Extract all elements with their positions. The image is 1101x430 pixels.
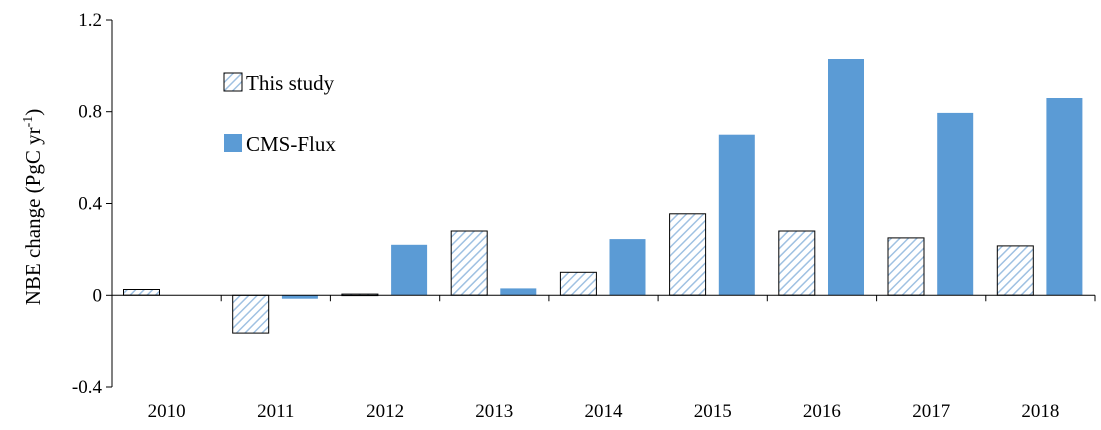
bar-cms-flux-2013	[500, 288, 537, 296]
y-tick-label: 0.8	[78, 102, 102, 123]
bar-this-study-2011	[232, 294, 270, 334]
x-tick-label: 2014	[585, 401, 624, 422]
legend-label-cms-flux: CMS-Flux	[246, 132, 336, 156]
y-axis-title: NBE change (PgC yr-1)	[21, 109, 45, 306]
bar-cms-flux-2018	[1046, 98, 1083, 296]
bar-this-study-2010	[123, 289, 160, 296]
y-ticks: -0.4 0 0.4 0.8 1.2	[72, 10, 112, 398]
bar-this-study-2016	[778, 230, 816, 296]
bar-this-study-2015	[669, 213, 707, 296]
x-tick-label: 2017	[912, 401, 950, 422]
x-tick-label: 2013	[475, 401, 513, 422]
x-tick-label: 2016	[803, 401, 841, 422]
svg-text:NBE change (PgC yr-1): NBE change (PgC yr-1)	[21, 109, 45, 306]
y-tick-label: -0.4	[72, 377, 103, 398]
bars	[123, 59, 1083, 334]
x-tick-label: 2018	[1021, 401, 1059, 422]
y-tick-label: 0.4	[78, 194, 102, 215]
legend: This study CMS-Flux	[223, 71, 336, 156]
bar-cms-flux-2015	[718, 134, 755, 296]
y-axis-title-main: NBE change (PgC yr	[21, 127, 45, 305]
bar-this-study-2017	[887, 237, 925, 296]
bar-cms-flux-2017	[937, 112, 974, 296]
x-labels: 2010 2011 2012 2013 2014 2015 2016 2017 2018	[148, 401, 1060, 422]
legend-swatch-this-study	[223, 72, 243, 92]
bar-cms-flux-2016	[828, 59, 864, 296]
x-tick-label: 2012	[366, 401, 404, 422]
bar-cms-flux-2011	[281, 295, 318, 299]
y-tick-label: 1.2	[78, 10, 102, 31]
x-tick-label: 2015	[694, 401, 732, 422]
x-tick-label: 2010	[148, 401, 186, 422]
bar-this-study-2013	[450, 230, 488, 296]
bar-cms-flux-2012	[391, 244, 428, 296]
bar-cms-flux-2014	[609, 239, 646, 296]
x-tick-label: 2011	[257, 401, 294, 422]
bar-this-study-2014	[559, 271, 597, 296]
legend-label-this-study: This study	[246, 71, 335, 95]
y-tick-label: 0	[93, 285, 103, 306]
y-axis-title-suffix: )	[21, 109, 45, 116]
bar-this-study-2018	[996, 245, 1034, 296]
legend-swatch-cms-flux	[224, 134, 242, 152]
y-axis-title-superscript: -1	[21, 116, 36, 128]
